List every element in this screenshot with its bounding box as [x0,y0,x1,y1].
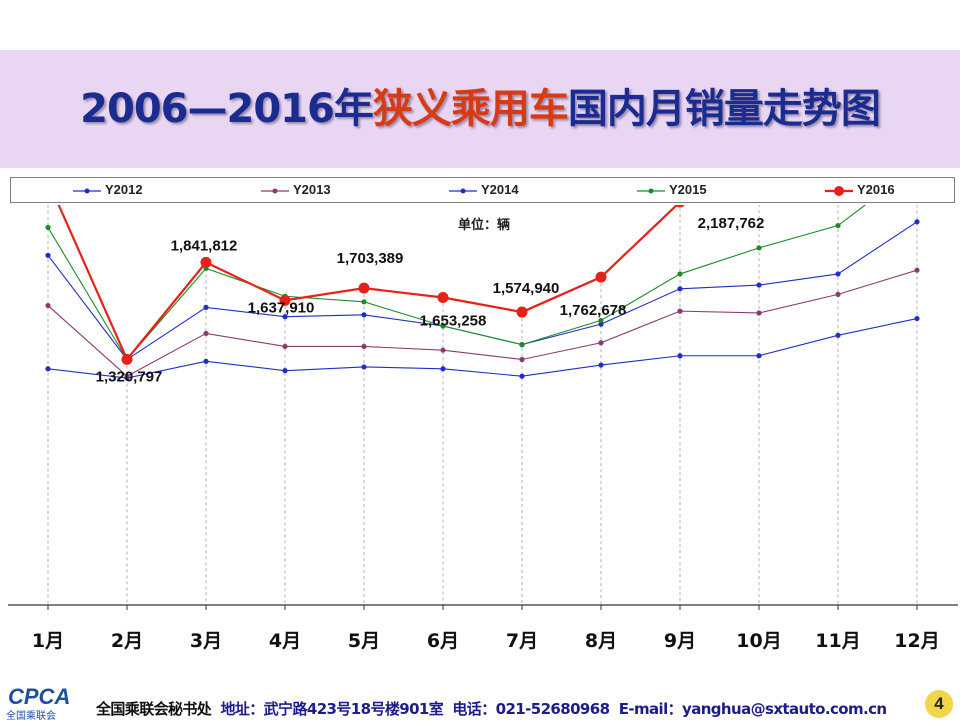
legend-marker-y2012 [73,188,101,194]
x-tick-label: 11月 [815,630,860,652]
slide-title: 2006—2016年狭义乘用车国内月销量走势图 [0,76,960,134]
x-tick-label: 9月 [664,630,696,652]
x-tick-label: 4月 [269,630,301,652]
series-line-y2013 [47,269,918,377]
x-tick-label: 2月 [111,630,143,652]
point-y2015 [361,299,367,305]
point-y2016 [675,205,685,208]
legend-marker-y2016 [825,186,853,196]
point-y2013 [361,343,367,350]
point-y2013 [835,291,841,297]
point-y2012 [203,358,209,364]
point-y2012 [519,373,525,379]
point-y2014 [598,321,604,327]
legend-marker-y2014 [449,188,477,194]
title-suffix: 国内月销量走势图 [567,86,881,132]
point-y2016 [437,291,449,303]
point-y2012 [440,366,446,372]
point-y2016 [595,271,607,283]
point-y2012 [361,364,367,370]
point-y2014 [203,304,209,310]
point-y2014 [45,252,51,258]
point-y2015 [440,323,446,329]
point-y2013 [45,302,51,309]
legend-label-y2014: Y2014 [481,182,519,197]
point-y2013 [756,310,762,316]
point-y2014 [677,286,683,292]
point-y2014 [361,312,367,318]
point-y2015 [677,271,683,277]
data-label-y2016: 2,187,762 [698,215,765,232]
footer-phone: 电话：021-52680968 [452,700,610,718]
data-label-y2016: 1,841,812 [171,237,238,254]
x-tick-label: 8月 [585,630,617,652]
point-y2016 [200,256,212,268]
point-y2012 [914,315,920,322]
unit-label: 单位：辆 [458,217,510,233]
line-chart: 单位：辆 2,280,8241,320,7971,841,8121,637,91… [8,205,958,652]
point-y2014 [756,282,762,288]
page-number: 4 [925,690,953,718]
chart-legend: Y2012 Y2013 Y2014 Y2015 Y2016 [10,177,955,203]
x-tick-label: 10月 [736,630,781,652]
point-y2013 [598,340,604,346]
x-tick-label: 5月 [348,630,380,652]
x-tick-label: 6月 [427,630,459,652]
point-y2015 [756,245,762,251]
legend-marker-y2013 [261,188,289,194]
point-y2012 [45,366,51,372]
point-y2016 [279,294,291,306]
x-tick-label: 12月 [894,630,939,652]
point-y2015 [835,222,841,229]
cpca-logo-sub: 全国乘联会 [6,711,56,722]
legend-label-y2016: Y2016 [857,182,895,197]
x-tick-label: 3月 [190,630,222,652]
series-line-y2015 [47,205,867,361]
data-label-y2016: 1,762,678 [560,302,627,319]
point-y2016 [516,306,528,318]
point-y2014 [914,219,920,225]
point-y2013 [914,267,920,273]
title-highlight: 狭义乘用车 [372,86,569,132]
data-label-y2016: 1,574,940 [493,280,560,297]
point-y2015 [45,224,51,231]
legend-label-y2013: Y2013 [293,182,331,197]
point-y2016 [121,353,133,365]
title-band [0,50,960,168]
point-y2013 [677,308,683,314]
cpca-logo: CPCA [8,684,71,709]
series-line-y2012 [47,318,918,379]
legend-label-y2012: Y2012 [105,182,143,197]
point-y2012 [835,332,841,338]
x-tick-label: 7月 [506,630,538,652]
legend-label-y2015: Y2015 [669,182,707,197]
footer-org: 全国乘联会秘书处 [96,700,212,718]
point-y2013 [282,343,288,350]
legend-marker-y2015 [637,188,665,194]
point-y2013 [124,373,130,379]
point-y2013 [519,356,525,363]
footer-email: E-mail：yanghua@sxtauto.com.cn [618,700,887,718]
point-y2012 [598,362,604,368]
data-label-y2016: 1,653,258 [420,312,487,329]
point-y2013 [203,330,209,337]
x-tick-label: 1月 [32,630,64,652]
point-y2014 [282,314,288,320]
point-y2016 [358,282,370,294]
title-prefix: 2006—2016年 [80,86,374,132]
point-y2012 [282,368,288,374]
point-y2015 [598,317,604,324]
point-y2014 [835,271,841,277]
point-y2012 [677,353,683,359]
footer-contact: 全国乘联会秘书处 地址：武宁路423号18号楼901室 电话：021-52680… [96,698,887,719]
data-label-y2016: 1,637,910 [248,299,315,316]
point-y2013 [440,347,446,353]
point-y2012 [756,353,762,359]
data-label-y2016: 1,320,797 [96,368,163,385]
series-line-y2016 [57,205,679,362]
point-y2015 [519,342,525,348]
data-label-y2016: 1,703,389 [337,250,404,267]
footer-address: 地址：武宁路423号18号楼901室 [220,700,444,718]
